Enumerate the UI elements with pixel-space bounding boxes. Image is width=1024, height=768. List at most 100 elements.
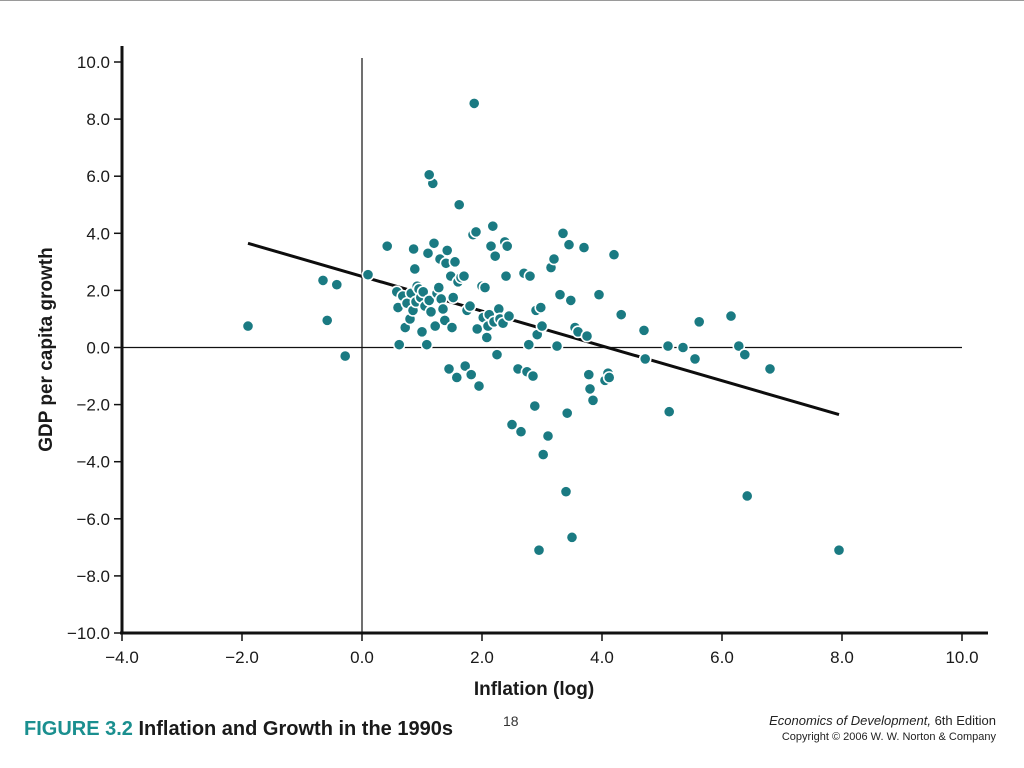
data-point bbox=[392, 338, 406, 352]
x-tick-label: 0.0 bbox=[350, 648, 374, 667]
data-point bbox=[614, 308, 628, 322]
data-point bbox=[676, 341, 690, 354]
data-point bbox=[330, 278, 344, 292]
data-point bbox=[732, 339, 746, 353]
y-axis-title: GDP per capita growth bbox=[36, 247, 57, 451]
data-point bbox=[490, 348, 504, 362]
data-point bbox=[488, 249, 502, 263]
data-point bbox=[528, 399, 542, 413]
data-point bbox=[472, 379, 486, 393]
data-point bbox=[505, 418, 519, 431]
data-point bbox=[452, 198, 466, 212]
data-point bbox=[564, 293, 578, 307]
data-point bbox=[500, 239, 514, 253]
y-tick-label: −6.0 bbox=[76, 510, 110, 529]
data-point bbox=[740, 489, 754, 503]
data-point bbox=[536, 448, 550, 461]
copyright-line: Copyright © 2006 W. W. Norton & Company bbox=[781, 731, 996, 743]
axis-titles: Inflation (log) GDP per capita growth bbox=[36, 247, 594, 700]
data-point bbox=[535, 319, 549, 333]
y-tick-label: 2.0 bbox=[86, 281, 110, 300]
data-point bbox=[445, 321, 459, 334]
data-point bbox=[562, 238, 576, 252]
y-tick-label: −2.0 bbox=[76, 396, 110, 415]
data-point bbox=[446, 291, 460, 304]
data-point bbox=[522, 338, 536, 352]
data-point bbox=[420, 338, 434, 352]
data-point bbox=[440, 244, 454, 257]
data-point bbox=[738, 348, 752, 362]
data-points bbox=[241, 96, 846, 557]
data-point bbox=[607, 248, 621, 262]
data-point bbox=[661, 339, 675, 353]
data-point bbox=[560, 406, 574, 420]
data-point bbox=[450, 371, 464, 384]
data-point bbox=[556, 226, 570, 240]
data-point bbox=[526, 369, 540, 383]
data-point bbox=[553, 288, 567, 302]
data-point bbox=[241, 319, 255, 333]
data-point bbox=[316, 274, 330, 287]
page-number: 18 bbox=[503, 713, 519, 729]
top-divider bbox=[0, 0, 1024, 1]
x-tick-label: 8.0 bbox=[830, 648, 854, 667]
data-point bbox=[436, 302, 450, 316]
data-point bbox=[486, 219, 500, 233]
x-tick-label: 10.0 bbox=[945, 648, 978, 667]
data-point bbox=[421, 246, 435, 260]
y-tick-label: −4.0 bbox=[76, 453, 110, 472]
data-point bbox=[442, 362, 456, 376]
x-axis-title: Inflation (log) bbox=[474, 679, 594, 700]
data-point bbox=[458, 359, 472, 373]
data-point bbox=[457, 269, 471, 283]
data-point bbox=[415, 325, 429, 339]
data-point bbox=[688, 352, 702, 366]
data-point bbox=[422, 168, 436, 182]
data-point bbox=[361, 268, 375, 282]
y-tick-label: 6.0 bbox=[86, 167, 110, 186]
y-tick-label: 8.0 bbox=[86, 110, 110, 129]
data-point bbox=[502, 309, 516, 323]
data-point bbox=[338, 349, 352, 363]
scatter-chart: 10.0 8.0 6.0 4.0 2.0 0.0 −2.0 −4.0 −6.0 −8.0 −10.0… bbox=[36, 46, 988, 700]
data-point bbox=[320, 313, 334, 327]
data-point bbox=[559, 485, 573, 499]
tick-labels: 10.0 8.0 6.0 4.0 2.0 0.0 −2.0 −4.0 −6.0 −8.0 −10.0… bbox=[67, 53, 979, 667]
axes bbox=[114, 46, 988, 641]
data-point bbox=[523, 269, 537, 283]
data-point bbox=[580, 329, 594, 343]
data-point bbox=[416, 285, 430, 299]
data-point bbox=[547, 252, 561, 266]
data-point bbox=[534, 301, 548, 314]
data-point bbox=[637, 323, 651, 337]
figure-number: FIGURE 3.2 bbox=[24, 718, 133, 740]
data-point bbox=[380, 239, 394, 253]
book-edition: 6th Edition bbox=[930, 713, 996, 728]
data-point bbox=[469, 225, 483, 239]
data-point bbox=[427, 236, 441, 250]
x-tick-label: 6.0 bbox=[710, 648, 734, 667]
data-point bbox=[428, 319, 442, 333]
y-tick-label: −10.0 bbox=[67, 624, 110, 643]
data-point bbox=[724, 309, 738, 323]
data-point bbox=[582, 368, 596, 382]
data-point bbox=[586, 393, 600, 407]
data-point bbox=[424, 305, 438, 319]
x-tick-label: 2.0 bbox=[470, 648, 494, 667]
data-point bbox=[638, 352, 652, 366]
figure-title: Inflation and Growth in the 1990s bbox=[138, 718, 453, 740]
data-point bbox=[463, 299, 477, 313]
data-point bbox=[408, 262, 422, 276]
data-point bbox=[514, 425, 528, 439]
y-tick-label: 4.0 bbox=[86, 224, 110, 243]
x-tick-label: −2.0 bbox=[225, 648, 259, 667]
data-point bbox=[532, 543, 546, 557]
data-point bbox=[763, 362, 777, 376]
y-tick-label: 0.0 bbox=[86, 339, 110, 358]
data-point bbox=[448, 255, 462, 269]
data-point bbox=[464, 368, 478, 382]
data-point bbox=[470, 322, 484, 336]
data-point bbox=[550, 339, 564, 353]
data-point bbox=[478, 281, 492, 294]
data-point bbox=[577, 241, 591, 254]
